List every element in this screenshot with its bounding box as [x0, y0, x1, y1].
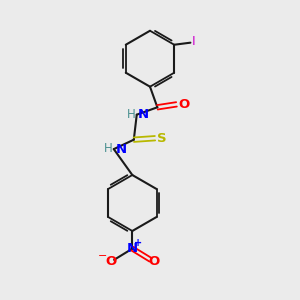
Text: +: +	[134, 238, 142, 248]
Text: H: H	[127, 108, 135, 121]
Text: H: H	[103, 142, 112, 155]
Text: I: I	[192, 35, 196, 48]
Text: N: N	[127, 242, 138, 255]
Text: N: N	[115, 142, 126, 156]
Text: O: O	[179, 98, 190, 111]
Text: −: −	[98, 251, 107, 261]
Text: O: O	[106, 255, 117, 268]
Text: N: N	[138, 108, 149, 121]
Text: S: S	[158, 132, 167, 145]
Text: O: O	[148, 255, 159, 268]
